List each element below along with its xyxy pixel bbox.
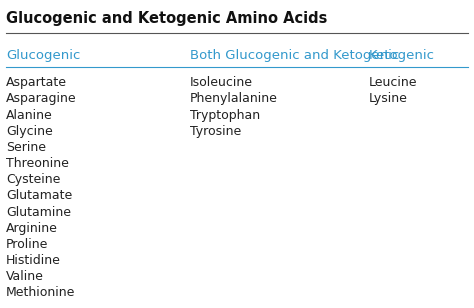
Text: Ketogenic: Ketogenic xyxy=(369,49,435,62)
Text: Valine: Valine xyxy=(6,270,44,283)
Text: Asparagine: Asparagine xyxy=(6,92,77,105)
Text: Histidine: Histidine xyxy=(6,254,61,267)
Text: Arginine: Arginine xyxy=(6,222,58,235)
Text: Tyrosine: Tyrosine xyxy=(190,125,241,138)
Text: Leucine: Leucine xyxy=(369,76,418,89)
Text: Phenylalanine: Phenylalanine xyxy=(190,92,278,105)
Text: Glutamate: Glutamate xyxy=(6,189,73,202)
Text: Isoleucine: Isoleucine xyxy=(190,76,253,89)
Text: Serine: Serine xyxy=(6,141,46,154)
Text: Threonine: Threonine xyxy=(6,157,69,170)
Text: Glucogenic and Ketogenic Amino Acids: Glucogenic and Ketogenic Amino Acids xyxy=(6,10,328,26)
Text: Aspartate: Aspartate xyxy=(6,76,67,89)
Text: Tryptophan: Tryptophan xyxy=(190,108,260,122)
Text: Proline: Proline xyxy=(6,238,48,251)
Text: Alanine: Alanine xyxy=(6,108,53,122)
Text: Methionine: Methionine xyxy=(6,286,75,299)
Text: Glucogenic: Glucogenic xyxy=(6,49,81,62)
Text: Lysine: Lysine xyxy=(369,92,408,105)
Text: Cysteine: Cysteine xyxy=(6,173,61,186)
Text: Glycine: Glycine xyxy=(6,125,53,138)
Text: Glutamine: Glutamine xyxy=(6,205,71,219)
Text: Both Glucogenic and Ketogenic: Both Glucogenic and Ketogenic xyxy=(190,49,399,62)
